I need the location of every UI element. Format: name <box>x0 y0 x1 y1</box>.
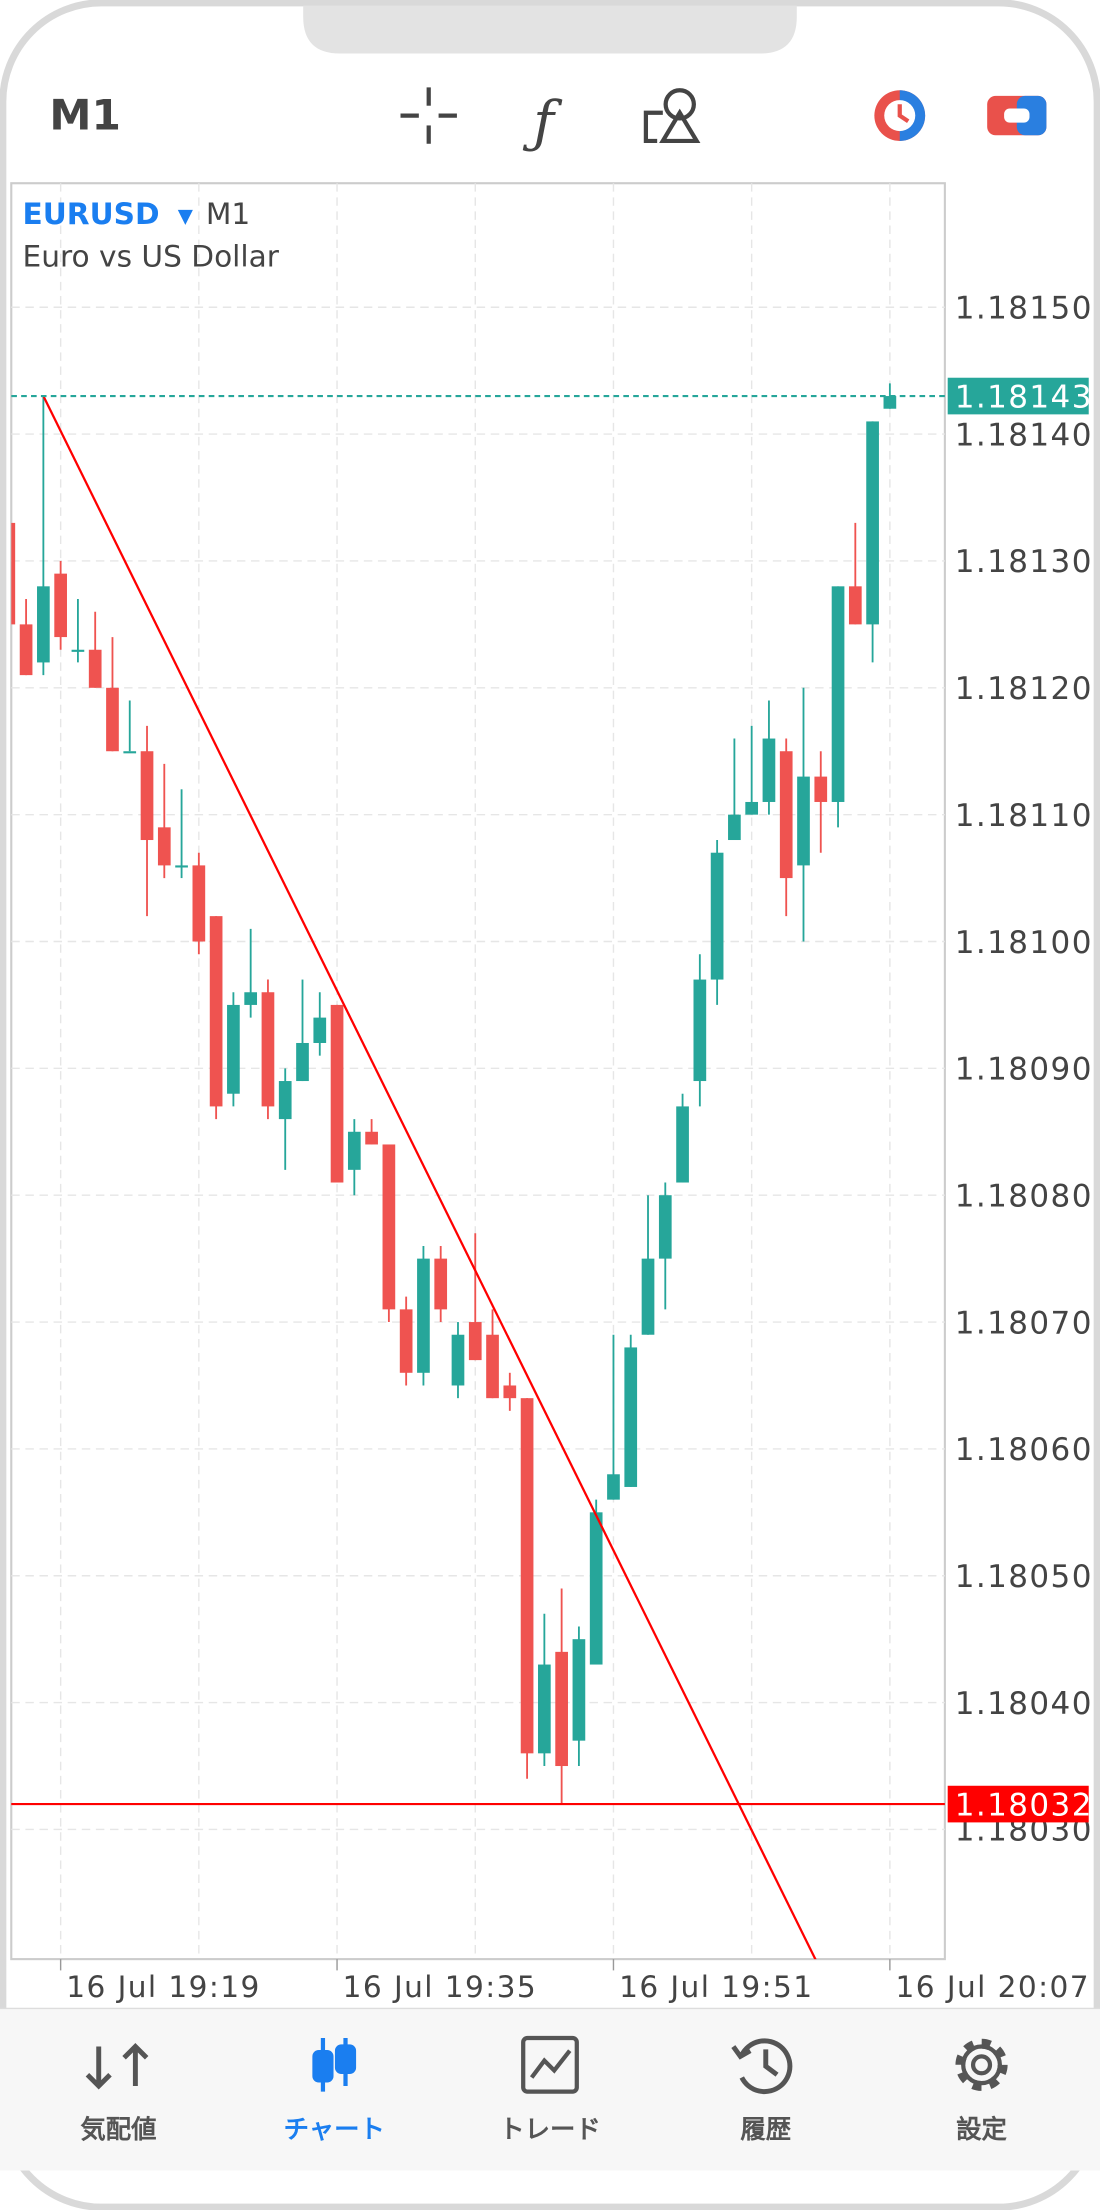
candle-body <box>192 865 206 942</box>
candle-body <box>486 1334 499 1399</box>
candle-body <box>883 396 897 409</box>
candle-body <box>848 586 862 625</box>
objects-icon[interactable] <box>643 88 701 144</box>
price-tag <box>947 1785 1089 1823</box>
candle-body <box>572 1639 586 1741</box>
price-tag-label: 1.18032 <box>955 1787 1093 1823</box>
symbol-dropdown-icon[interactable]: ▼ <box>178 205 194 228</box>
candle-body <box>106 687 119 752</box>
y-tick-label: 1.18110 <box>955 798 1093 834</box>
candle-body <box>11 522 16 625</box>
chart-timeframe: M1 <box>206 197 250 231</box>
candle-body <box>382 1144 396 1310</box>
history-icon[interactable] <box>731 2038 793 2095</box>
candle-body <box>19 624 33 676</box>
candle-body <box>866 421 879 625</box>
y-tick-label: 1.18140 <box>955 417 1093 453</box>
timer-icon[interactable] <box>874 90 926 141</box>
y-tick-label: 1.18060 <box>955 1432 1093 1468</box>
candle-body <box>175 865 188 868</box>
candle-body <box>538 1664 551 1754</box>
tab-label[interactable]: チャート <box>284 2114 385 2144</box>
candle-body <box>779 751 793 879</box>
symbol[interactable]: EURUSD <box>23 197 160 231</box>
candle-body <box>209 916 223 1107</box>
price-tag-label: 1.18143 <box>955 379 1093 415</box>
candle-body <box>503 1385 517 1399</box>
candle-body <box>831 586 845 802</box>
candle-body <box>607 1474 620 1500</box>
candle-body <box>676 1106 689 1183</box>
tab-label[interactable]: 気配値 <box>80 2114 156 2144</box>
price-tag <box>947 377 1089 415</box>
candle-body <box>227 1004 240 1094</box>
chart-area <box>10 182 946 1961</box>
candle-body <box>434 1258 448 1310</box>
candle-body <box>313 1017 327 1043</box>
candle-body <box>555 1651 568 1767</box>
candle-body <box>157 827 171 866</box>
tab-label[interactable]: トレード <box>499 2114 600 2144</box>
y-tick-label: 1.18150 <box>955 291 1093 327</box>
x-tick-label: 16 Jul 19:19 <box>66 1970 260 2004</box>
candle-body <box>330 1004 344 1183</box>
candle-body <box>710 852 724 980</box>
y-tick-label: 1.18100 <box>955 925 1093 961</box>
x-tick-label: 16 Jul 20:07 <box>896 1970 1090 2004</box>
candle-body <box>278 1081 292 1120</box>
plot-series <box>11 383 897 1960</box>
y-tick-label: 1.18120 <box>955 671 1093 707</box>
y-tick-label: 1.18080 <box>955 1178 1093 1214</box>
tab-label[interactable]: 設定 <box>956 2114 1007 2144</box>
symbol-description: Euro vs US Dollar <box>23 239 280 273</box>
candle-body <box>244 992 258 1005</box>
candle-body <box>140 751 154 841</box>
candle-body <box>347 1131 361 1170</box>
candle-body <box>814 776 828 802</box>
x-tick-label: 16 Jul 19:51 <box>619 1970 813 2004</box>
chart-icon[interactable] <box>312 2038 357 2092</box>
candle-body <box>728 814 741 841</box>
y-tick-label: 1.18130 <box>955 544 1093 580</box>
tab-label[interactable]: 履歴 <box>740 2114 791 2144</box>
y-tick-label: 1.18050 <box>955 1559 1093 1595</box>
candle-body <box>520 1398 534 1754</box>
candle-body <box>261 992 275 1107</box>
candle-body <box>468 1322 482 1361</box>
candle-body <box>797 776 810 866</box>
candle-body <box>641 1258 655 1335</box>
candle-body <box>589 1512 603 1665</box>
trendline <box>42 395 817 1960</box>
candle-body <box>762 738 776 802</box>
quotes-icon[interactable] <box>85 2043 149 2090</box>
y-tick-label: 1.18040 <box>955 1686 1093 1722</box>
candle-body <box>451 1334 465 1386</box>
candle-body <box>37 586 50 663</box>
trade-tab-icon[interactable] <box>521 2035 579 2094</box>
trade-icon[interactable] <box>987 95 1047 136</box>
candle-body <box>624 1347 638 1487</box>
x-tick-label: 16 Jul 19:35 <box>343 1970 537 2004</box>
settings-icon[interactable] <box>955 2038 1008 2091</box>
timeframe-button[interactable]: M1 <box>49 91 121 140</box>
candle-body <box>54 573 67 638</box>
candle-body <box>693 979 707 1082</box>
notch <box>303 5 797 54</box>
y-tick-label: 1.18090 <box>955 1052 1093 1088</box>
crosshair-icon[interactable] <box>400 87 457 144</box>
candle-body <box>399 1309 413 1373</box>
candle-body <box>365 1131 378 1145</box>
y-tick-label: 1.18070 <box>955 1305 1093 1341</box>
candle-body <box>123 751 137 754</box>
candle-body <box>71 649 85 652</box>
candle-body <box>296 1042 309 1082</box>
candle-body <box>658 1195 672 1259</box>
candle-body <box>88 649 102 688</box>
candle-body <box>417 1258 430 1373</box>
candle-body <box>745 801 759 815</box>
